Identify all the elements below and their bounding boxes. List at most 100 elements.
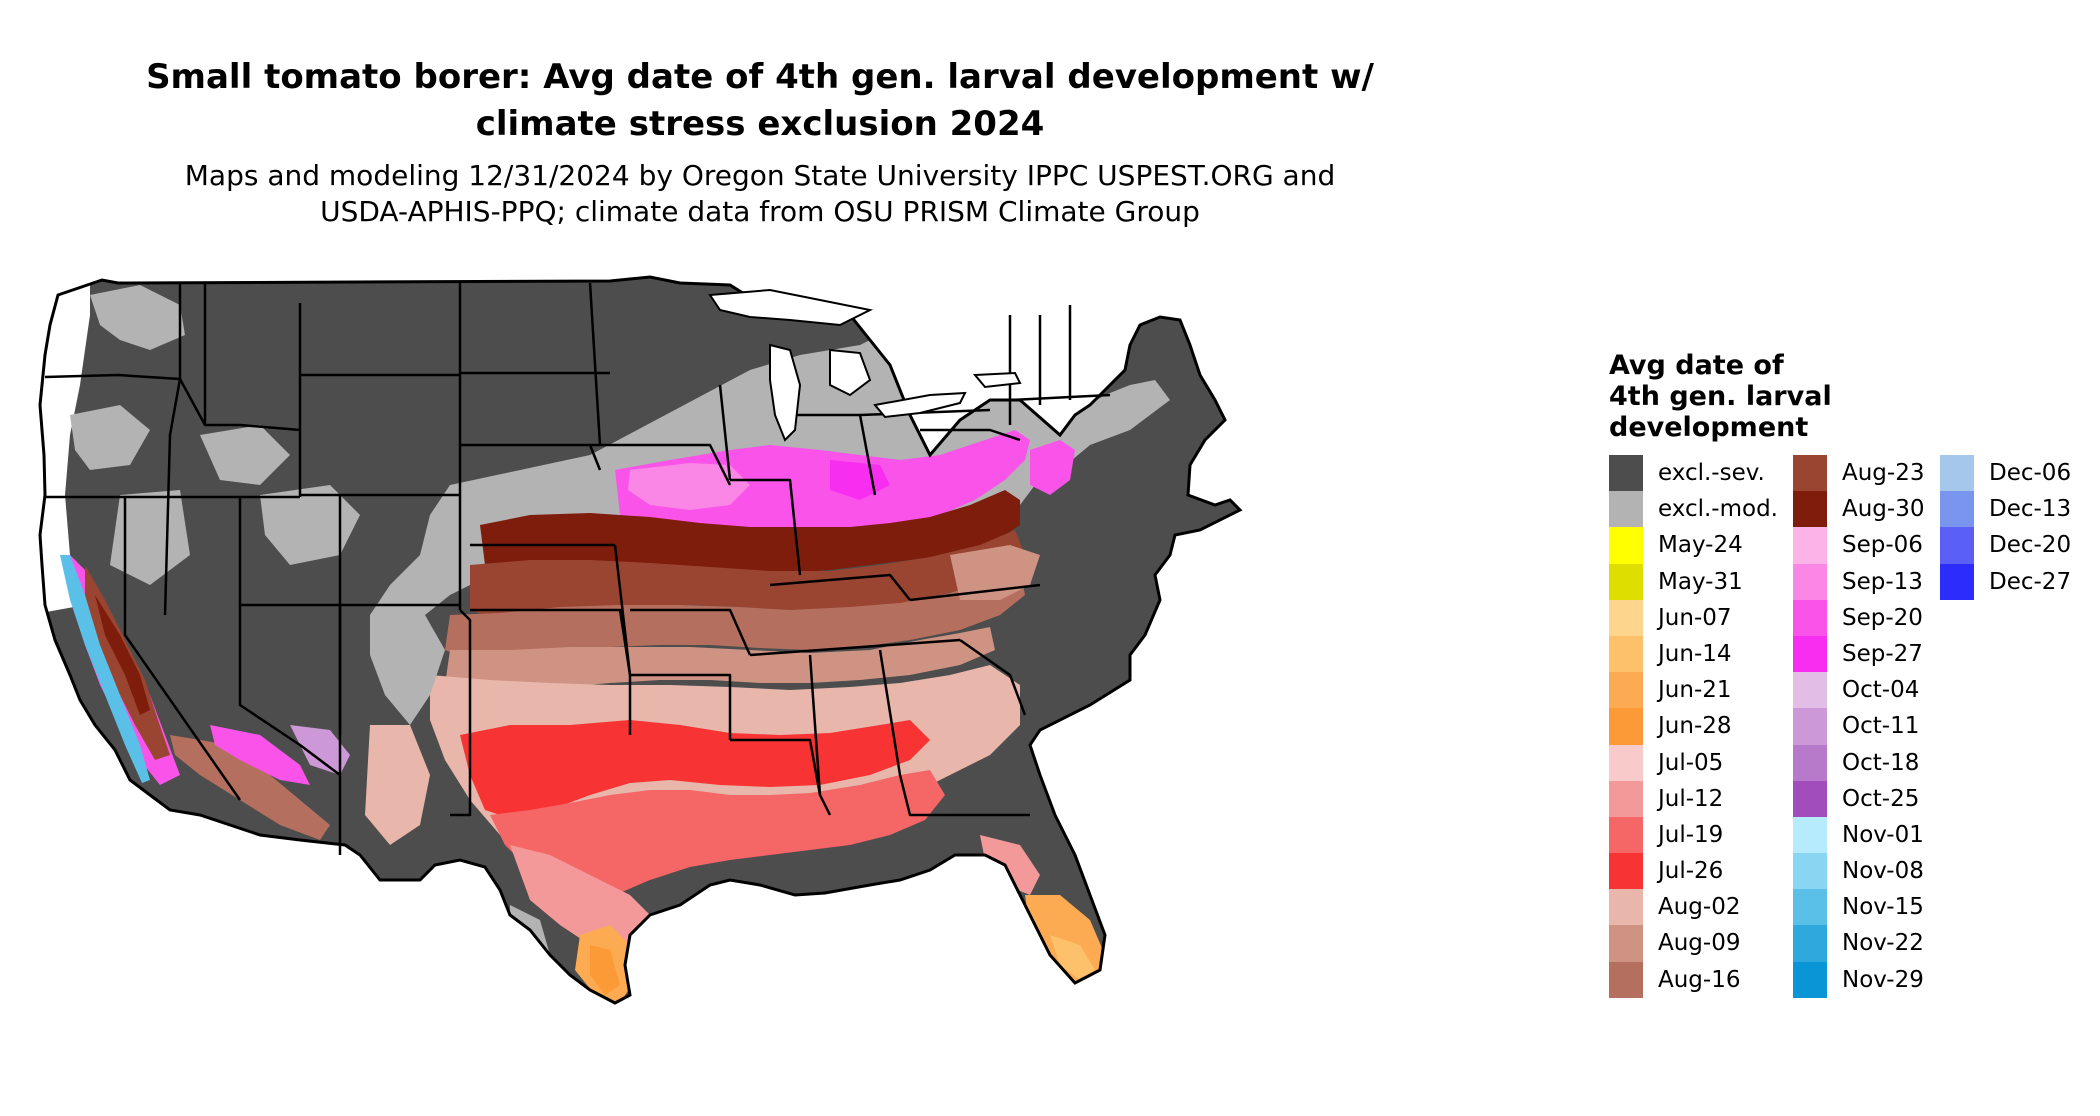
legend-swatch [1609,491,1643,528]
legend-label: Oct-04 [1842,677,1920,704]
legend-label: Jul-19 [1658,821,1724,848]
mn-ia-border [590,443,732,486]
legend-label: Jun-07 [1658,604,1732,631]
legend-swatch [1940,563,1974,600]
legend-label: Jun-28 [1658,713,1732,740]
legend-title-line-3: development [1609,412,1809,443]
al-ga-border [878,649,1030,817]
wa-or-border [44,373,181,381]
zone-jul-19 [490,770,945,910]
legend-swatch [1793,780,1827,817]
lake-erie [873,391,967,419]
state-boundaries [44,282,1111,855]
legend-swatch [1609,599,1643,636]
ms-al-border [808,654,832,816]
il-in-border [730,478,802,576]
legend-swatch [1609,455,1643,492]
legend-label: Jun-14 [1658,640,1732,667]
lake-superior [708,288,874,327]
zone-jul-26 [460,720,930,820]
id-mt-border [178,378,301,432]
map-title: Small tomato borer: Avg date of 4th gen.… [40,54,1480,148]
legend-swatch [1793,853,1827,890]
tn-south-border [749,638,961,657]
mn-nd-border [588,282,602,446]
legend-swatch [1793,455,1827,492]
zone-sw-oct11 [290,725,350,775]
legend-label: Dec-13 [1989,496,2072,523]
legend-swatch [1940,455,1974,492]
legend-swatch [1609,925,1643,962]
legend-label: Sep-20 [1842,604,1923,631]
legend-label: Aug-02 [1658,894,1741,921]
ma-border [1009,393,1111,402]
legend-swatch [1940,527,1974,564]
legend-label: May-24 [1658,532,1743,559]
legend-swatch [1793,599,1827,636]
legend-label: Aug-16 [1658,966,1741,993]
legend-label: Dec-06 [1989,460,2072,486]
legend-label: Dec-20 [1989,532,2072,559]
lake-michigan [769,343,802,442]
legend-title-line-1: Avg date of [1609,350,1784,381]
legend-swatch [1793,635,1827,673]
legend-swatch [1793,672,1827,709]
legend-title: Avg date of 4th gen. larval development [1609,350,1832,443]
zone-sw-pink [210,725,310,785]
pa-ny-border [920,428,1021,442]
legend-label: Jul-26 [1658,858,1724,885]
legend-swatch [1609,635,1643,673]
zone-sep-13 [628,463,750,510]
zone-jul-12 [510,845,650,955]
legend-label: Sep-06 [1842,532,1923,559]
legend-label: Aug-23 [1842,460,1925,486]
legend-swatch [1609,816,1643,854]
legend-swatch [1793,889,1827,926]
legend-label: Jul-05 [1658,749,1724,776]
legend-label: Sep-13 [1842,568,1923,595]
zone-jun-28-tx [590,945,620,995]
us-map [38,275,1242,1005]
map-subtitle: Maps and modeling 12/31/2024 by Oregon S… [40,158,1480,230]
zone-aug-23 [470,530,1025,620]
legend-label: Oct-11 [1842,713,1920,740]
legend-swatch [1609,780,1643,817]
lake-huron [829,348,872,397]
legend-swatch [1609,961,1643,998]
zone-midatl-pink [1030,440,1075,495]
legend-swatch [1793,563,1827,600]
zone-carolina-aug09 [950,545,1040,600]
legend-label: Nov-01 [1842,821,1924,848]
subtitle-line-1: Maps and modeling 12/31/2024 by Oregon S… [184,159,1336,192]
zone-aug-16 [445,570,1025,660]
nc-va-border [909,583,1041,602]
zone-ca-aug30 [95,595,150,715]
legend-label: Nov-15 [1842,894,1924,921]
legend-swatch [1793,816,1827,854]
legend-label: Oct-25 [1842,785,1920,812]
legend-swatch [1609,708,1643,745]
legend-swatch [1609,744,1643,781]
legend-swatch [1793,744,1827,781]
legend-label: Oct-18 [1842,749,1920,776]
ky-tn-border [769,573,911,601]
id-west-border [163,283,182,616]
legend-title-line-2: 4th gen. larval [1609,381,1832,412]
legend-label: Dec-27 [1989,568,2072,595]
legend-swatch [1609,527,1643,564]
legend-swatch [1940,491,1974,528]
zone-gb-gray [200,425,290,485]
wi-border [718,384,732,481]
legend-swatch [1609,889,1643,926]
legend-swatch [1793,527,1827,564]
legend-label: Aug-30 [1842,496,1925,523]
zone-jul-12-fl [980,835,1040,895]
zone-ca-coast-blue [60,555,150,783]
legend-label: Jul-12 [1658,785,1724,812]
legend-swatch [1793,961,1827,998]
zone-nw-gray-2 [70,405,150,470]
title-line-1: Small tomato borer: Avg date of 4th gen.… [146,57,1374,97]
title-line-2: climate stress exclusion 2024 [475,104,1045,144]
zone-aug-09 [445,627,995,695]
zone-sw-aug16 [170,735,330,840]
